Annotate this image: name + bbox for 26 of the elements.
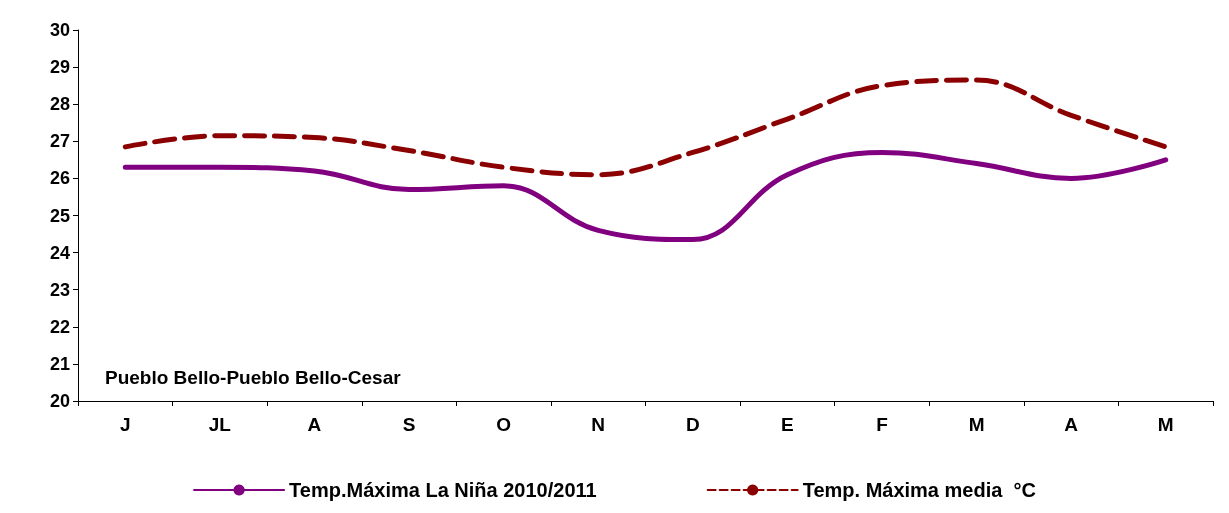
legend-label: Temp.Máxima La Niña 2010/2011 xyxy=(289,479,597,501)
y-tick-label: 22 xyxy=(49,316,70,337)
x-tick-label: D xyxy=(685,414,700,435)
y-tick-label: 28 xyxy=(49,94,70,115)
annotation: Pueblo Bello-Pueblo Bello-Cesar xyxy=(105,367,402,388)
y-tick-label: 27 xyxy=(49,131,70,152)
x-tick-label: E xyxy=(781,414,794,435)
x-tick-label: F xyxy=(876,414,888,435)
y-tick-label: 26 xyxy=(49,168,70,189)
x-tick-label: A xyxy=(307,414,322,435)
y-tick-label: 30 xyxy=(49,20,70,40)
x-tick-label: O xyxy=(496,414,512,435)
y-tick-label: 21 xyxy=(49,353,70,374)
y-tick-label: 24 xyxy=(49,242,70,263)
x-tick-label: J xyxy=(120,414,131,435)
y-tick-label: 29 xyxy=(49,57,70,78)
x-tick-label: M xyxy=(968,414,985,435)
y-tick-label: 20 xyxy=(49,391,70,411)
x-tick-label: S xyxy=(402,414,416,435)
x-tick-label: A xyxy=(1064,414,1079,435)
x-tick-label: N xyxy=(591,414,606,435)
x-tick-label: M xyxy=(1157,414,1174,435)
legend-label: Temp. Máxima media °C xyxy=(802,479,1036,501)
y-tick-label: 25 xyxy=(49,205,70,226)
y-tick-label: 23 xyxy=(49,279,70,300)
x-tick-label: JL xyxy=(208,414,232,435)
